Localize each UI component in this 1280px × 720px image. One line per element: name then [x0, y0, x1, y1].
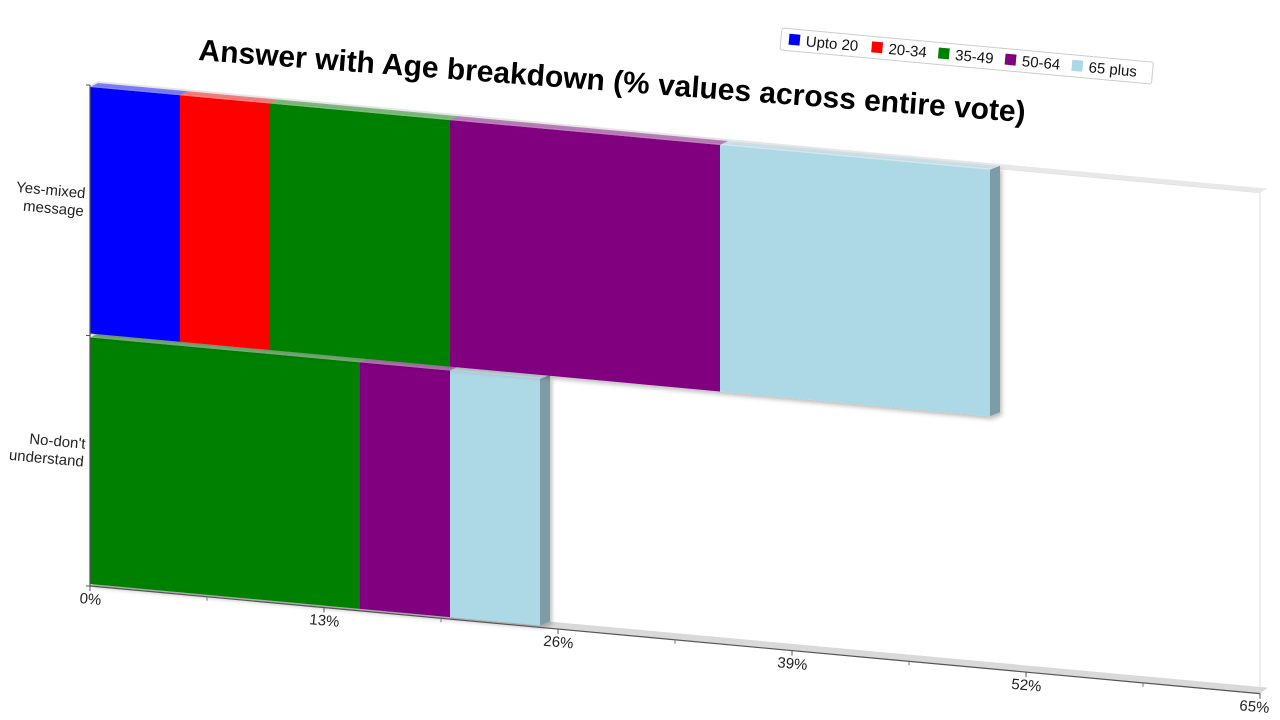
category-label-line: message [22, 198, 84, 221]
bar-segment [270, 103, 450, 367]
legend-item: Upto 20 [788, 33, 859, 55]
category-label-line: No-don't [29, 431, 87, 453]
bar-segment-top [90, 83, 188, 96]
legend-label: Upto 20 [805, 33, 859, 55]
category-label-line: Yes-mixed [15, 179, 86, 202]
x-tick-label: 39% [777, 654, 808, 674]
legend-item: 50-64 [1004, 53, 1061, 74]
bar-segment-top [360, 358, 458, 371]
bar-segment [180, 95, 270, 351]
bar-segment [90, 87, 180, 342]
legend-box: Upto 20 20-34 35-49 50-64 65 plus [779, 27, 1154, 85]
bar-segment [450, 370, 540, 626]
bar-segment-top [450, 366, 548, 379]
category-label-line: understand [8, 447, 84, 471]
bar-group [90, 333, 550, 626]
legend-label: 35-49 [954, 47, 994, 67]
legend-swatch [1071, 59, 1084, 72]
legend-swatch [871, 41, 884, 54]
legend-swatch [937, 47, 950, 60]
legend: Upto 20 20-34 35-49 50-64 65 plus [779, 27, 1154, 85]
bar-segment-top [720, 140, 998, 170]
x-tick-label: 26% [543, 633, 574, 653]
bar-segment-top [90, 333, 368, 363]
x-tick-label: 52% [1011, 676, 1042, 696]
legend-label: 20-34 [888, 41, 928, 61]
legend-item: 35-49 [937, 47, 994, 67]
bar-segment [90, 337, 360, 609]
category-label: Yes-mixedmessage [14, 179, 86, 220]
bar-segment [450, 120, 720, 392]
legend-swatch [1004, 53, 1017, 66]
axes-group: 0% 13% 26% 39% 52% 65% Yes-mixedmessage No-don'… [8, 84, 1270, 717]
bar-segment-top [450, 116, 728, 145]
bar-segment-top [270, 99, 458, 121]
bar-segment [720, 144, 990, 417]
bar-segment [360, 362, 450, 618]
legend-label: 65 plus [1088, 59, 1138, 80]
bar-group [90, 83, 1000, 417]
bar-end-face [990, 165, 1000, 417]
legend-label: 50-64 [1021, 53, 1061, 73]
bars-group [90, 83, 1000, 626]
bar-segment-top [180, 91, 278, 104]
legend-swatch [788, 33, 801, 46]
x-tick-label: 65% [1239, 697, 1270, 717]
x-tick-label: 13% [309, 611, 340, 631]
category-label: No-don'tunderstand [8, 429, 87, 471]
legend-item: 20-34 [871, 41, 928, 61]
x-tick-label: 0% [79, 590, 102, 609]
legend-item: 65 plus [1071, 59, 1138, 81]
bar-end-face [540, 374, 550, 626]
